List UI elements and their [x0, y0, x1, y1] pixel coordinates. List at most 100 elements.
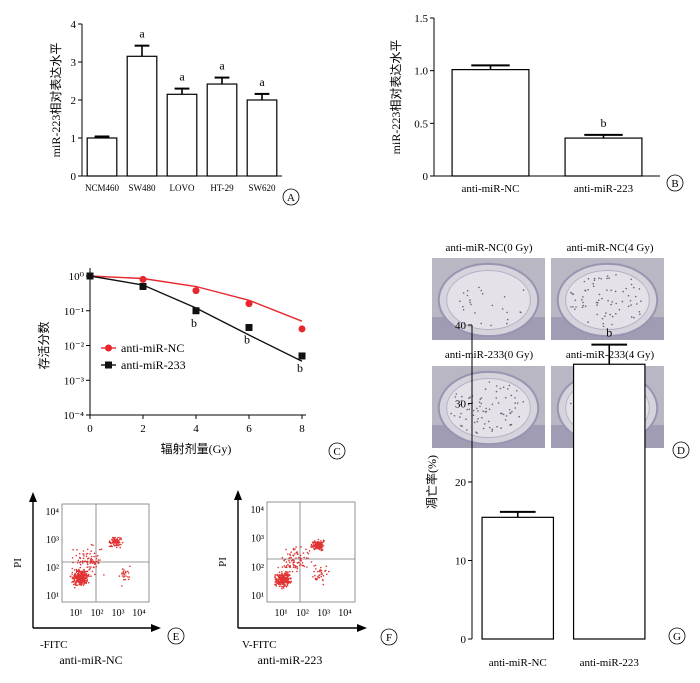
event-dot — [292, 563, 295, 565]
bar — [564, 137, 643, 177]
event-dot — [296, 562, 299, 564]
colony-dot — [601, 317, 604, 320]
event-dot — [290, 560, 293, 562]
event-dot — [311, 545, 314, 548]
colony-dot — [610, 303, 612, 306]
dish-well — [446, 269, 531, 331]
event-dot — [75, 580, 77, 582]
event-dot — [72, 561, 74, 564]
event-dot — [289, 553, 291, 555]
event-dot — [95, 565, 97, 568]
event-dot — [87, 573, 90, 576]
event-dot — [320, 575, 323, 578]
event-dot — [118, 575, 121, 577]
colony-dot — [491, 428, 494, 431]
legend-marker — [105, 361, 112, 369]
x-tick-label: 10³ — [112, 608, 125, 619]
event-dot — [286, 584, 289, 587]
y-tick-label: 0 — [423, 171, 429, 183]
colony-dot — [503, 296, 506, 298]
event-dot — [293, 561, 295, 564]
colony-dot — [509, 424, 512, 426]
colony-dot — [572, 306, 574, 308]
event-dot — [93, 555, 95, 558]
event-dot — [320, 542, 323, 544]
colony-dot — [469, 301, 471, 304]
event-dot — [79, 581, 81, 583]
event-dot — [124, 578, 127, 581]
event-dot — [292, 547, 295, 550]
colony-dot — [477, 410, 479, 412]
event-dot — [280, 577, 282, 579]
event-dot — [274, 581, 277, 583]
colony-dot — [462, 305, 464, 308]
event-dot — [74, 577, 77, 579]
category-label: SW620 — [249, 183, 277, 193]
event-dot — [307, 557, 309, 559]
event-dot — [315, 578, 318, 581]
event-dot — [296, 570, 298, 573]
event-dot — [120, 543, 122, 546]
x-tick-label: 0 — [87, 423, 93, 435]
event-dot — [92, 562, 94, 564]
data-point — [245, 300, 253, 308]
panel-d-letter: D — [677, 445, 685, 457]
event-dot — [284, 566, 287, 569]
event-dot — [86, 557, 89, 560]
significance-label: a — [139, 27, 145, 41]
event-dot — [277, 580, 280, 582]
event-dot — [281, 582, 283, 584]
event-dot — [78, 574, 81, 576]
category-label: anti-miR-223 — [574, 183, 634, 195]
event-dot — [285, 572, 288, 574]
event-dot — [75, 554, 78, 557]
event-dot — [281, 556, 284, 559]
event-dot — [114, 536, 116, 539]
colony-dot — [459, 300, 461, 303]
colony-dot — [495, 385, 498, 387]
event-dot — [320, 571, 323, 574]
event-dot — [321, 573, 324, 575]
event-dot — [84, 577, 87, 580]
event-dot — [278, 577, 281, 579]
colony-dot — [480, 322, 483, 325]
event-dot — [320, 540, 322, 542]
event-dot — [283, 581, 286, 583]
event-dot — [125, 575, 127, 577]
colony-dot — [615, 302, 617, 305]
significance-label: a — [219, 59, 225, 73]
event-dot — [85, 560, 88, 563]
colony-dot — [630, 316, 633, 318]
colony-dot — [596, 304, 598, 306]
colony-dot — [453, 415, 456, 417]
colony-dot — [601, 297, 603, 300]
event-dot — [80, 571, 83, 573]
y-tick-label: 10⁴ — [46, 507, 60, 518]
event-dot — [292, 554, 295, 557]
event-dot — [318, 569, 321, 572]
panel-g-letter: G — [673, 631, 681, 643]
colony-dot — [614, 290, 617, 293]
significance-label: b — [606, 326, 612, 340]
event-dot — [322, 583, 325, 586]
colony-dot — [491, 304, 494, 307]
event-dot — [320, 569, 322, 572]
event-dot — [97, 559, 100, 561]
legend-marker — [105, 344, 112, 352]
colony-dot — [611, 301, 614, 303]
significance-label: b — [601, 116, 607, 130]
event-dot — [80, 581, 82, 583]
event-dot — [306, 551, 309, 554]
event-dot — [86, 566, 89, 568]
panel-a: 0 1 2 3 4 NCM460 a SW480 a LOVO a HT-29 a SW620 miR-22… — [49, 19, 300, 206]
event-dot — [76, 561, 79, 564]
event-dot — [91, 570, 94, 573]
colony-dot — [482, 410, 485, 412]
event-dot — [100, 548, 103, 550]
event-dot — [71, 571, 74, 574]
y-tick-label: 0 — [461, 634, 467, 646]
colony-dot — [482, 427, 485, 430]
panel-a-badge — [282, 188, 300, 206]
event-dot — [81, 575, 84, 578]
colony-dot — [495, 390, 498, 393]
